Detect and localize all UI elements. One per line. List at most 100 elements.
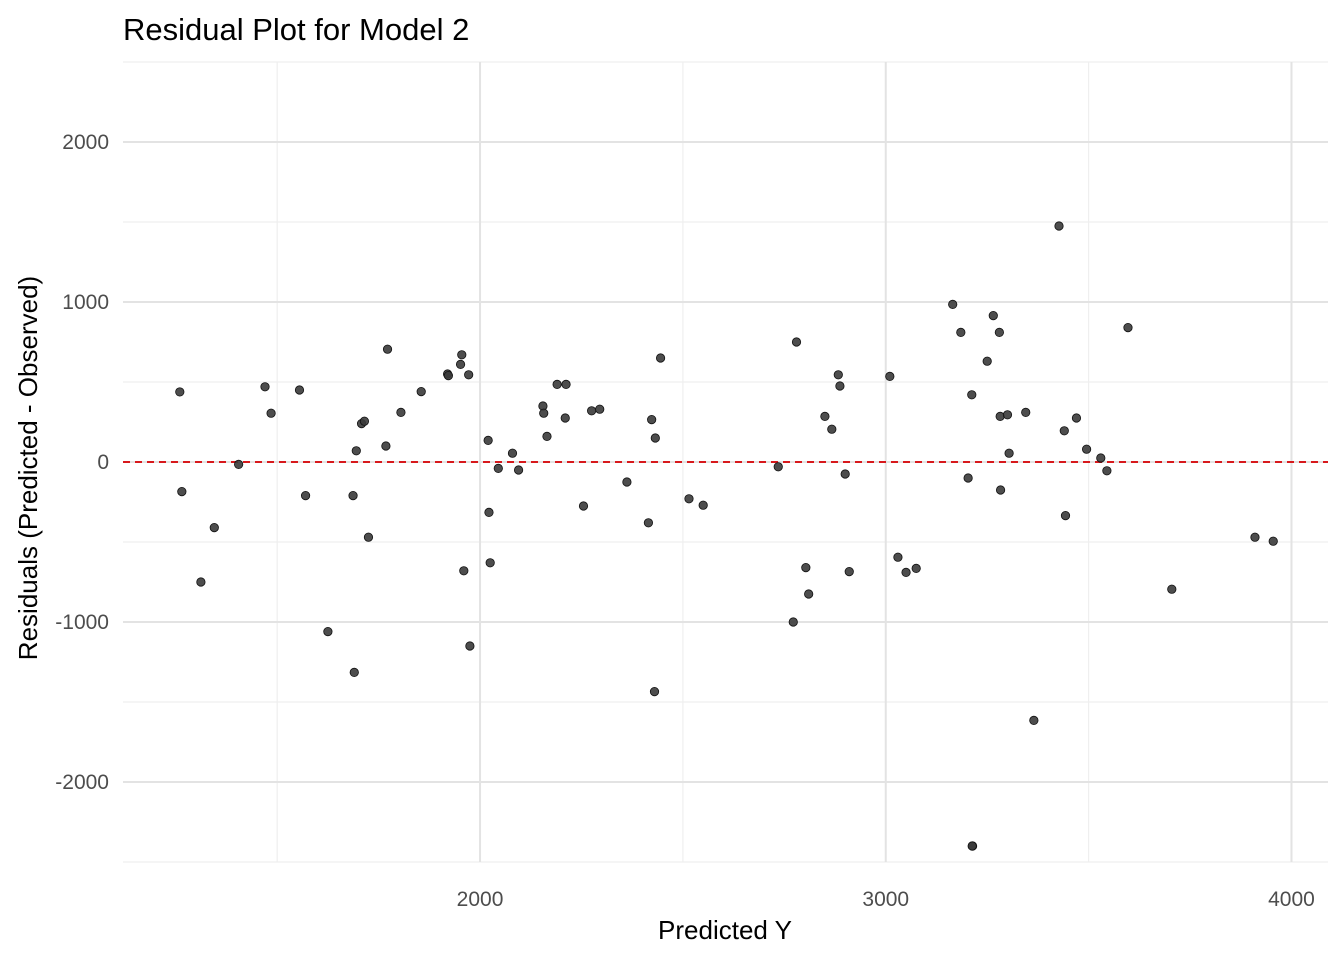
data-point: [363, 532, 374, 542]
data-point: [1123, 322, 1133, 333]
data-point: [995, 485, 1006, 495]
data-point: [1004, 448, 1014, 458]
chart-title: Residual Plot for Model 2: [123, 12, 469, 47]
y-tick-label: -1000: [55, 611, 109, 634]
data-point: [542, 431, 552, 441]
data-point: [893, 552, 903, 562]
data-point: [552, 379, 562, 389]
data-point: [911, 563, 921, 574]
y-tick-label: 2000: [62, 131, 109, 154]
data-point: [698, 500, 708, 510]
data-point: [956, 327, 966, 337]
data-point: [493, 463, 503, 473]
data-point: [1096, 453, 1106, 463]
x-axis-label: Predicted Y: [658, 915, 792, 945]
data-point: [649, 686, 660, 697]
data-point: [416, 386, 426, 397]
data-point: [1167, 584, 1177, 594]
data-point: [1021, 407, 1031, 417]
data-point: [835, 381, 845, 391]
data-point: [827, 424, 837, 434]
data-point: [963, 473, 973, 483]
data-point: [1102, 466, 1112, 476]
data-point: [484, 507, 494, 518]
data-point: [650, 433, 660, 443]
data-point: [348, 490, 358, 501]
major-gridlines: [123, 62, 1328, 862]
data-point: [587, 406, 597, 416]
data-point: [513, 465, 524, 475]
data-point: [561, 379, 571, 389]
data-point: [560, 413, 570, 423]
data-point: [655, 353, 666, 363]
minor-gridlines: [123, 61, 1328, 863]
data-point: [788, 617, 798, 627]
x-tick-label: 2000: [457, 888, 504, 911]
data-point: [464, 370, 474, 380]
data-point: [359, 416, 370, 426]
data-point: [234, 459, 244, 469]
data-point: [578, 501, 589, 511]
data-point: [1250, 532, 1260, 542]
data-point: [300, 490, 311, 501]
data-point: [840, 469, 850, 479]
data-point: [1081, 444, 1092, 454]
data-point: [1002, 410, 1013, 420]
data-point: [443, 370, 453, 381]
data-point: [791, 337, 802, 347]
data-point: [351, 446, 361, 456]
data-point: [381, 441, 391, 451]
data-point: [982, 356, 992, 366]
data-point: [885, 371, 895, 381]
data-point: [1060, 510, 1071, 521]
data-point: [1268, 536, 1278, 546]
x-tick-label: 4000: [1268, 888, 1315, 911]
x-tick-labels: 2000 3000 4000: [457, 888, 1315, 911]
data-point: [323, 626, 333, 637]
data-point: [177, 486, 187, 497]
data-point: [396, 407, 406, 417]
data-point: [994, 327, 1004, 337]
y-tick-label: -2000: [55, 771, 109, 794]
data-point: [948, 299, 958, 309]
data-point: [647, 414, 657, 425]
data-point: [539, 408, 549, 418]
data-point: [643, 518, 654, 528]
data-point: [901, 567, 911, 578]
data-point: [465, 641, 475, 651]
data-point: [844, 566, 854, 577]
data-point: [595, 404, 605, 414]
data-point: [294, 385, 305, 395]
y-axis-label: Residuals (Predicted - Observed): [13, 276, 43, 660]
data-point: [459, 566, 469, 576]
data-point: [1029, 715, 1039, 726]
data-point: [988, 310, 998, 321]
data-point: [175, 387, 185, 397]
data-point: [622, 477, 632, 487]
data-point: [773, 462, 783, 472]
data-point: [485, 558, 495, 568]
data-point: [833, 370, 843, 380]
data-point: [382, 344, 393, 354]
data-point: [1054, 221, 1064, 231]
data-point: [209, 522, 219, 533]
y-tick-labels: -2000 -1000 0 1000 2000: [55, 131, 109, 794]
y-tick-label: 0: [97, 451, 109, 474]
data-point: [684, 494, 694, 504]
data-point: [457, 350, 467, 360]
data-point: [967, 841, 977, 851]
data-point: [266, 408, 276, 418]
data-point: [820, 411, 830, 421]
data-point: [967, 390, 977, 400]
data-point: [507, 448, 518, 458]
x-tick-label: 3000: [862, 888, 909, 911]
data-point: [349, 667, 359, 678]
data-point: [804, 589, 814, 599]
y-tick-label: 1000: [62, 291, 109, 314]
data-point: [455, 359, 466, 369]
data-points: [175, 221, 1278, 851]
data-point: [801, 562, 811, 573]
data-point: [1071, 413, 1082, 423]
data-point: [196, 577, 206, 587]
